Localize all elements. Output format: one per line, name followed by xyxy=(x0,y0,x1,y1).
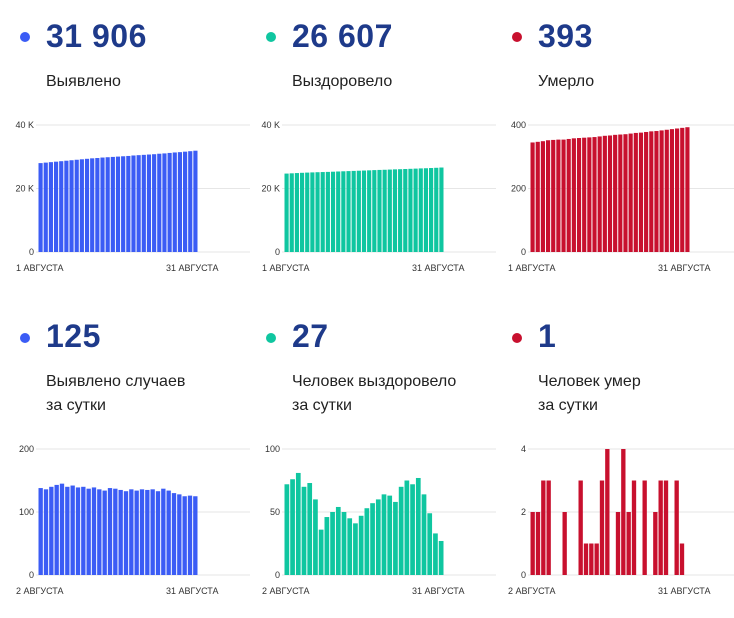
legend-dot xyxy=(20,333,30,343)
panel-detected-total: 31 906 Выявлено xyxy=(20,12,260,312)
stat-label-line: Выявлено случаев xyxy=(46,373,186,390)
stat-label: Выявлено xyxy=(46,70,121,94)
stat-label: Выздоровело xyxy=(292,70,392,94)
stat-label-line: Выявлено xyxy=(46,73,121,90)
legend-dot xyxy=(512,333,522,343)
stat-value: 27 xyxy=(292,318,329,354)
panel-recovered-daily: 27 Человек выздоровело за сутки xyxy=(266,318,506,618)
stat-label-line: Выздоровело xyxy=(292,73,393,90)
panel-recovered-total: 26 607 Выздоровело xyxy=(266,12,506,312)
stat-label-line: Человек выздоровело xyxy=(292,373,457,390)
panel-deaths-daily: 1 Человек умер за сутки xyxy=(512,318,734,618)
stat-label-line: Умерло xyxy=(538,73,595,90)
legend-dot xyxy=(512,32,522,42)
stat-label: Умерло xyxy=(538,70,594,94)
panel-deaths-total: 393 Умерло xyxy=(512,12,734,312)
stat-label: Выявлено случаев за сутки xyxy=(46,370,185,418)
stat-value: 393 xyxy=(538,18,593,54)
stat-value: 1 xyxy=(538,318,557,354)
stat-label-line: за сутки xyxy=(292,397,352,414)
stat-value: 26 607 xyxy=(292,18,393,54)
stat-label-line: Человек умер xyxy=(538,373,641,390)
legend-dot xyxy=(266,32,276,42)
stat-label: Человек умер за сутки xyxy=(538,370,641,418)
stat-label-line: за сутки xyxy=(46,397,106,414)
stat-value: 31 906 xyxy=(46,18,147,54)
legend-dot xyxy=(266,333,276,343)
panel-detected-daily: 125 Выявлено случаев за сутки xyxy=(20,318,260,618)
stat-value: 125 xyxy=(46,318,101,354)
stat-label: Человек выздоровело за сутки xyxy=(292,370,456,418)
legend-dot xyxy=(20,32,30,42)
stat-label-line: за сутки xyxy=(538,397,598,414)
